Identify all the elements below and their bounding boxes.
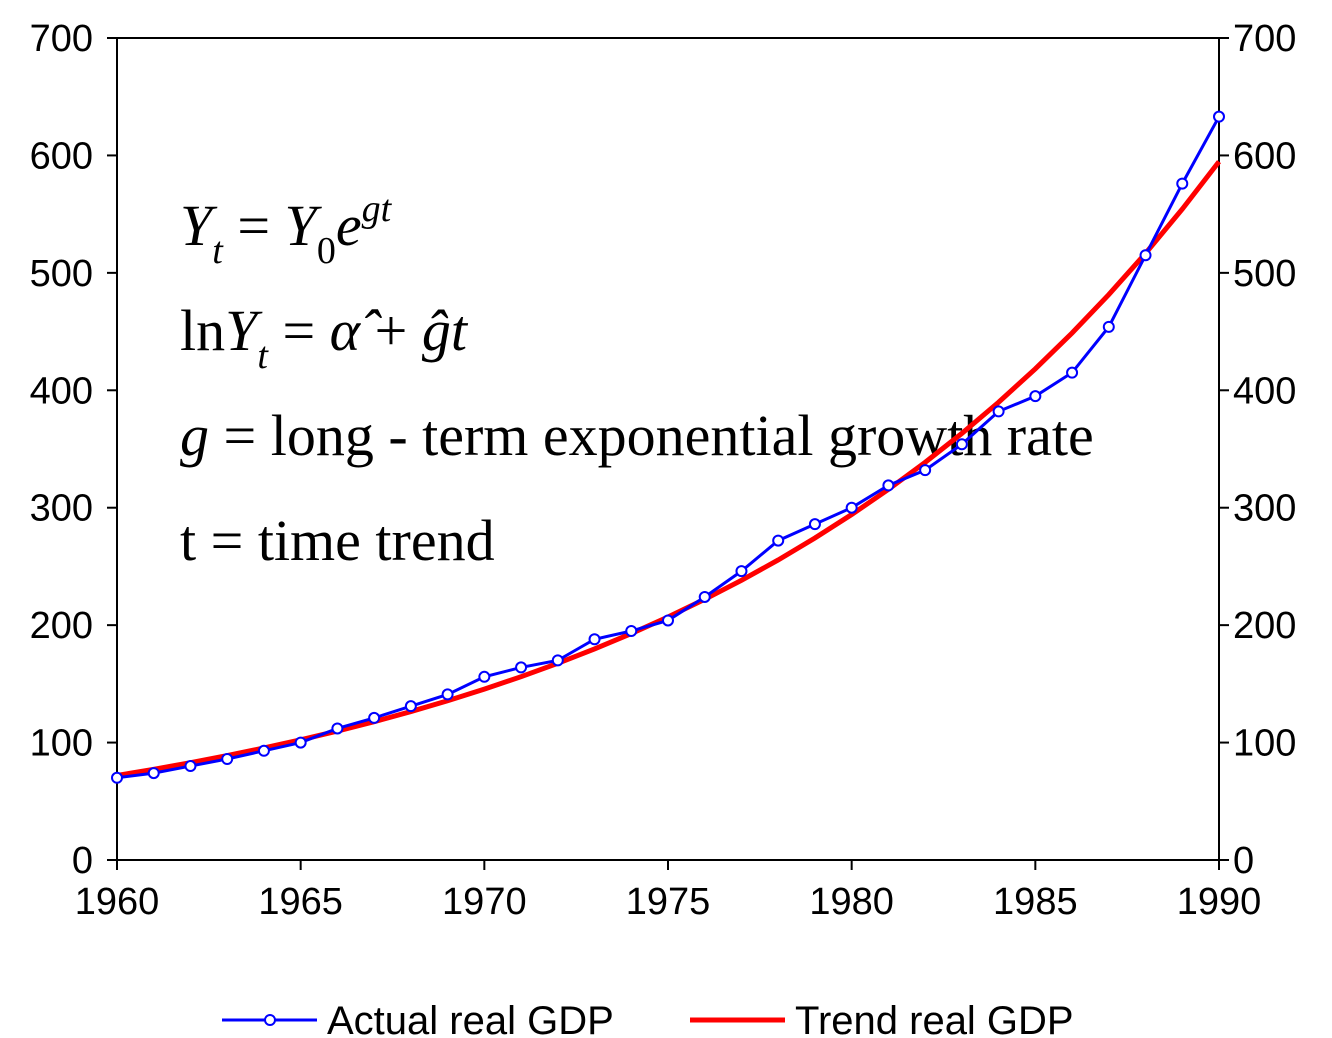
data-point [1139, 249, 1152, 262]
data-point [1102, 320, 1115, 333]
annotation-part: g [180, 403, 209, 468]
annotation-part: + [360, 298, 422, 363]
annotation-part: gt [362, 188, 393, 230]
y2-tick-label: 500 [1233, 253, 1296, 295]
data-point [221, 753, 234, 766]
x-tick-label: 1965 [258, 881, 343, 923]
data-point [257, 744, 270, 757]
annotation-part: = [223, 193, 285, 258]
annotation: lnYt = α̂ + ĝt [180, 298, 469, 377]
annotation-part: t [212, 230, 224, 272]
data-point [625, 625, 638, 638]
data-point [147, 767, 160, 780]
data-point [882, 479, 895, 492]
y2-tick-label: 600 [1233, 135, 1296, 177]
data-point [808, 518, 821, 531]
annotation-part: = long - term exponential growth rate [209, 403, 1094, 468]
x-tick-label: 1990 [1177, 881, 1262, 923]
data-point [772, 534, 785, 547]
annotation: t = time trend [180, 508, 495, 573]
y2-tick-label: 300 [1233, 488, 1296, 530]
y2-tick-label: 100 [1233, 723, 1296, 765]
data-point [1029, 390, 1042, 403]
x-tick-label: 1960 [75, 881, 160, 923]
annotation-part: 0 [317, 230, 336, 272]
y-tick-label: 200 [30, 605, 93, 647]
legend-marker [264, 1014, 276, 1026]
data-point [735, 565, 748, 578]
data-point [1213, 110, 1225, 123]
y-tick-label: 0 [72, 840, 93, 882]
data-point [955, 438, 968, 451]
y2-tick-label: 700 [1233, 18, 1296, 60]
data-point [992, 405, 1005, 418]
annotation-part: e [336, 193, 362, 258]
data-point [331, 722, 344, 735]
data-point [111, 771, 123, 784]
annotation-part: t = time trend [180, 508, 495, 573]
data-point [404, 700, 417, 713]
annotation: Yt = Y0egt [180, 188, 393, 272]
data-point [184, 760, 197, 773]
y-tick-label: 500 [30, 253, 93, 295]
y-tick-label: 600 [30, 135, 93, 177]
data-point [551, 654, 564, 667]
annotation-part: t [257, 335, 269, 377]
y-tick-label: 700 [30, 18, 93, 60]
data-point [368, 711, 381, 724]
y-tick-label: 300 [30, 488, 93, 530]
data-point [1066, 366, 1079, 379]
x-tick-label: 1975 [626, 881, 711, 923]
data-point [1176, 177, 1189, 190]
annotation: g = long - term exponential growth rate [180, 403, 1094, 468]
y2-tick-label: 0 [1233, 840, 1254, 882]
y2-tick-label: 400 [1233, 370, 1296, 412]
data-point [662, 614, 674, 627]
annotation-part: Y [180, 193, 218, 258]
annotation-part: ln [180, 298, 225, 363]
annotation-part: Y [285, 193, 323, 258]
data-point [478, 670, 491, 683]
data-point [919, 464, 932, 477]
annotation-part: Y [225, 298, 263, 363]
annotation-part: = [268, 298, 330, 363]
legend-label: Trend real GDP [795, 999, 1074, 1038]
data-point [588, 633, 601, 646]
data-point [845, 501, 858, 514]
data-point [515, 661, 528, 674]
annotation-part: ĝt [422, 298, 469, 363]
x-tick-label: 1985 [993, 881, 1078, 923]
data-point [441, 688, 454, 701]
x-tick-label: 1970 [442, 881, 527, 923]
legend-label: Actual real GDP [327, 999, 614, 1038]
y2-tick-label: 200 [1233, 605, 1296, 647]
x-tick-label: 1980 [809, 881, 894, 923]
data-point [294, 736, 307, 749]
data-point [698, 590, 711, 603]
y-tick-label: 100 [30, 723, 93, 765]
y-tick-label: 400 [30, 370, 93, 412]
